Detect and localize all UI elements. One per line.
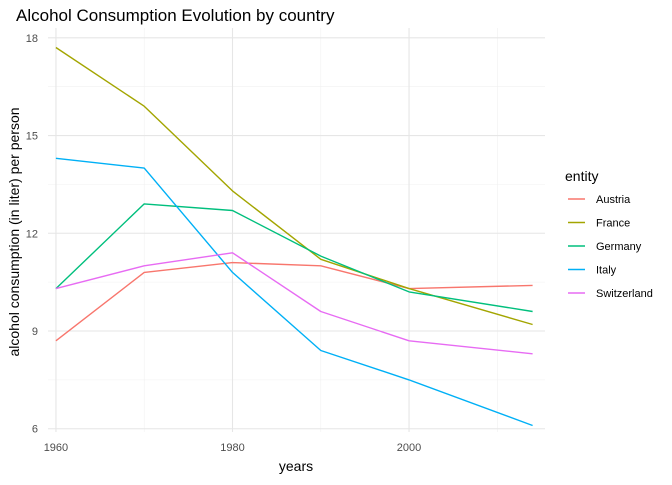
series-line-france <box>55 46 533 326</box>
y-tick-label: 18 <box>26 33 38 45</box>
legend-label-italy: Italy <box>596 265 617 277</box>
legend-label-austria: Austria <box>596 194 631 206</box>
chart-title: Alcohol Consumption Evolution by country <box>16 6 335 25</box>
y-tick-label: 15 <box>26 131 38 143</box>
y-axis-label: alcohol consumption (in liter) per perso… <box>6 107 22 356</box>
x-tick-label: 1960 <box>44 442 68 454</box>
grid-layer <box>48 28 545 432</box>
legend-title: entity <box>565 168 598 184</box>
series-line-austria <box>55 261 533 342</box>
series-line-germany <box>55 203 533 313</box>
y-tick-label: 6 <box>32 424 38 436</box>
y-tick-label: 9 <box>32 326 38 338</box>
x-tick-label: 1980 <box>220 442 244 454</box>
series-line-switzerland <box>55 252 533 355</box>
legend: entity Austria France Germany Italy Switzerl… <box>565 168 653 300</box>
x-tick-label: 2000 <box>397 442 421 454</box>
axis-layer: 1960 1980 2000 6 9 12 15 18 <box>26 33 422 454</box>
y-tick-label: 12 <box>26 228 38 240</box>
series-line-italy <box>55 157 533 427</box>
series-layer <box>55 46 533 427</box>
legend-label-germany: Germany <box>596 241 642 253</box>
legend-label-switzerland: Switzerland <box>596 288 653 300</box>
x-axis-label: years <box>279 458 313 474</box>
legend-label-france: France <box>596 218 630 230</box>
